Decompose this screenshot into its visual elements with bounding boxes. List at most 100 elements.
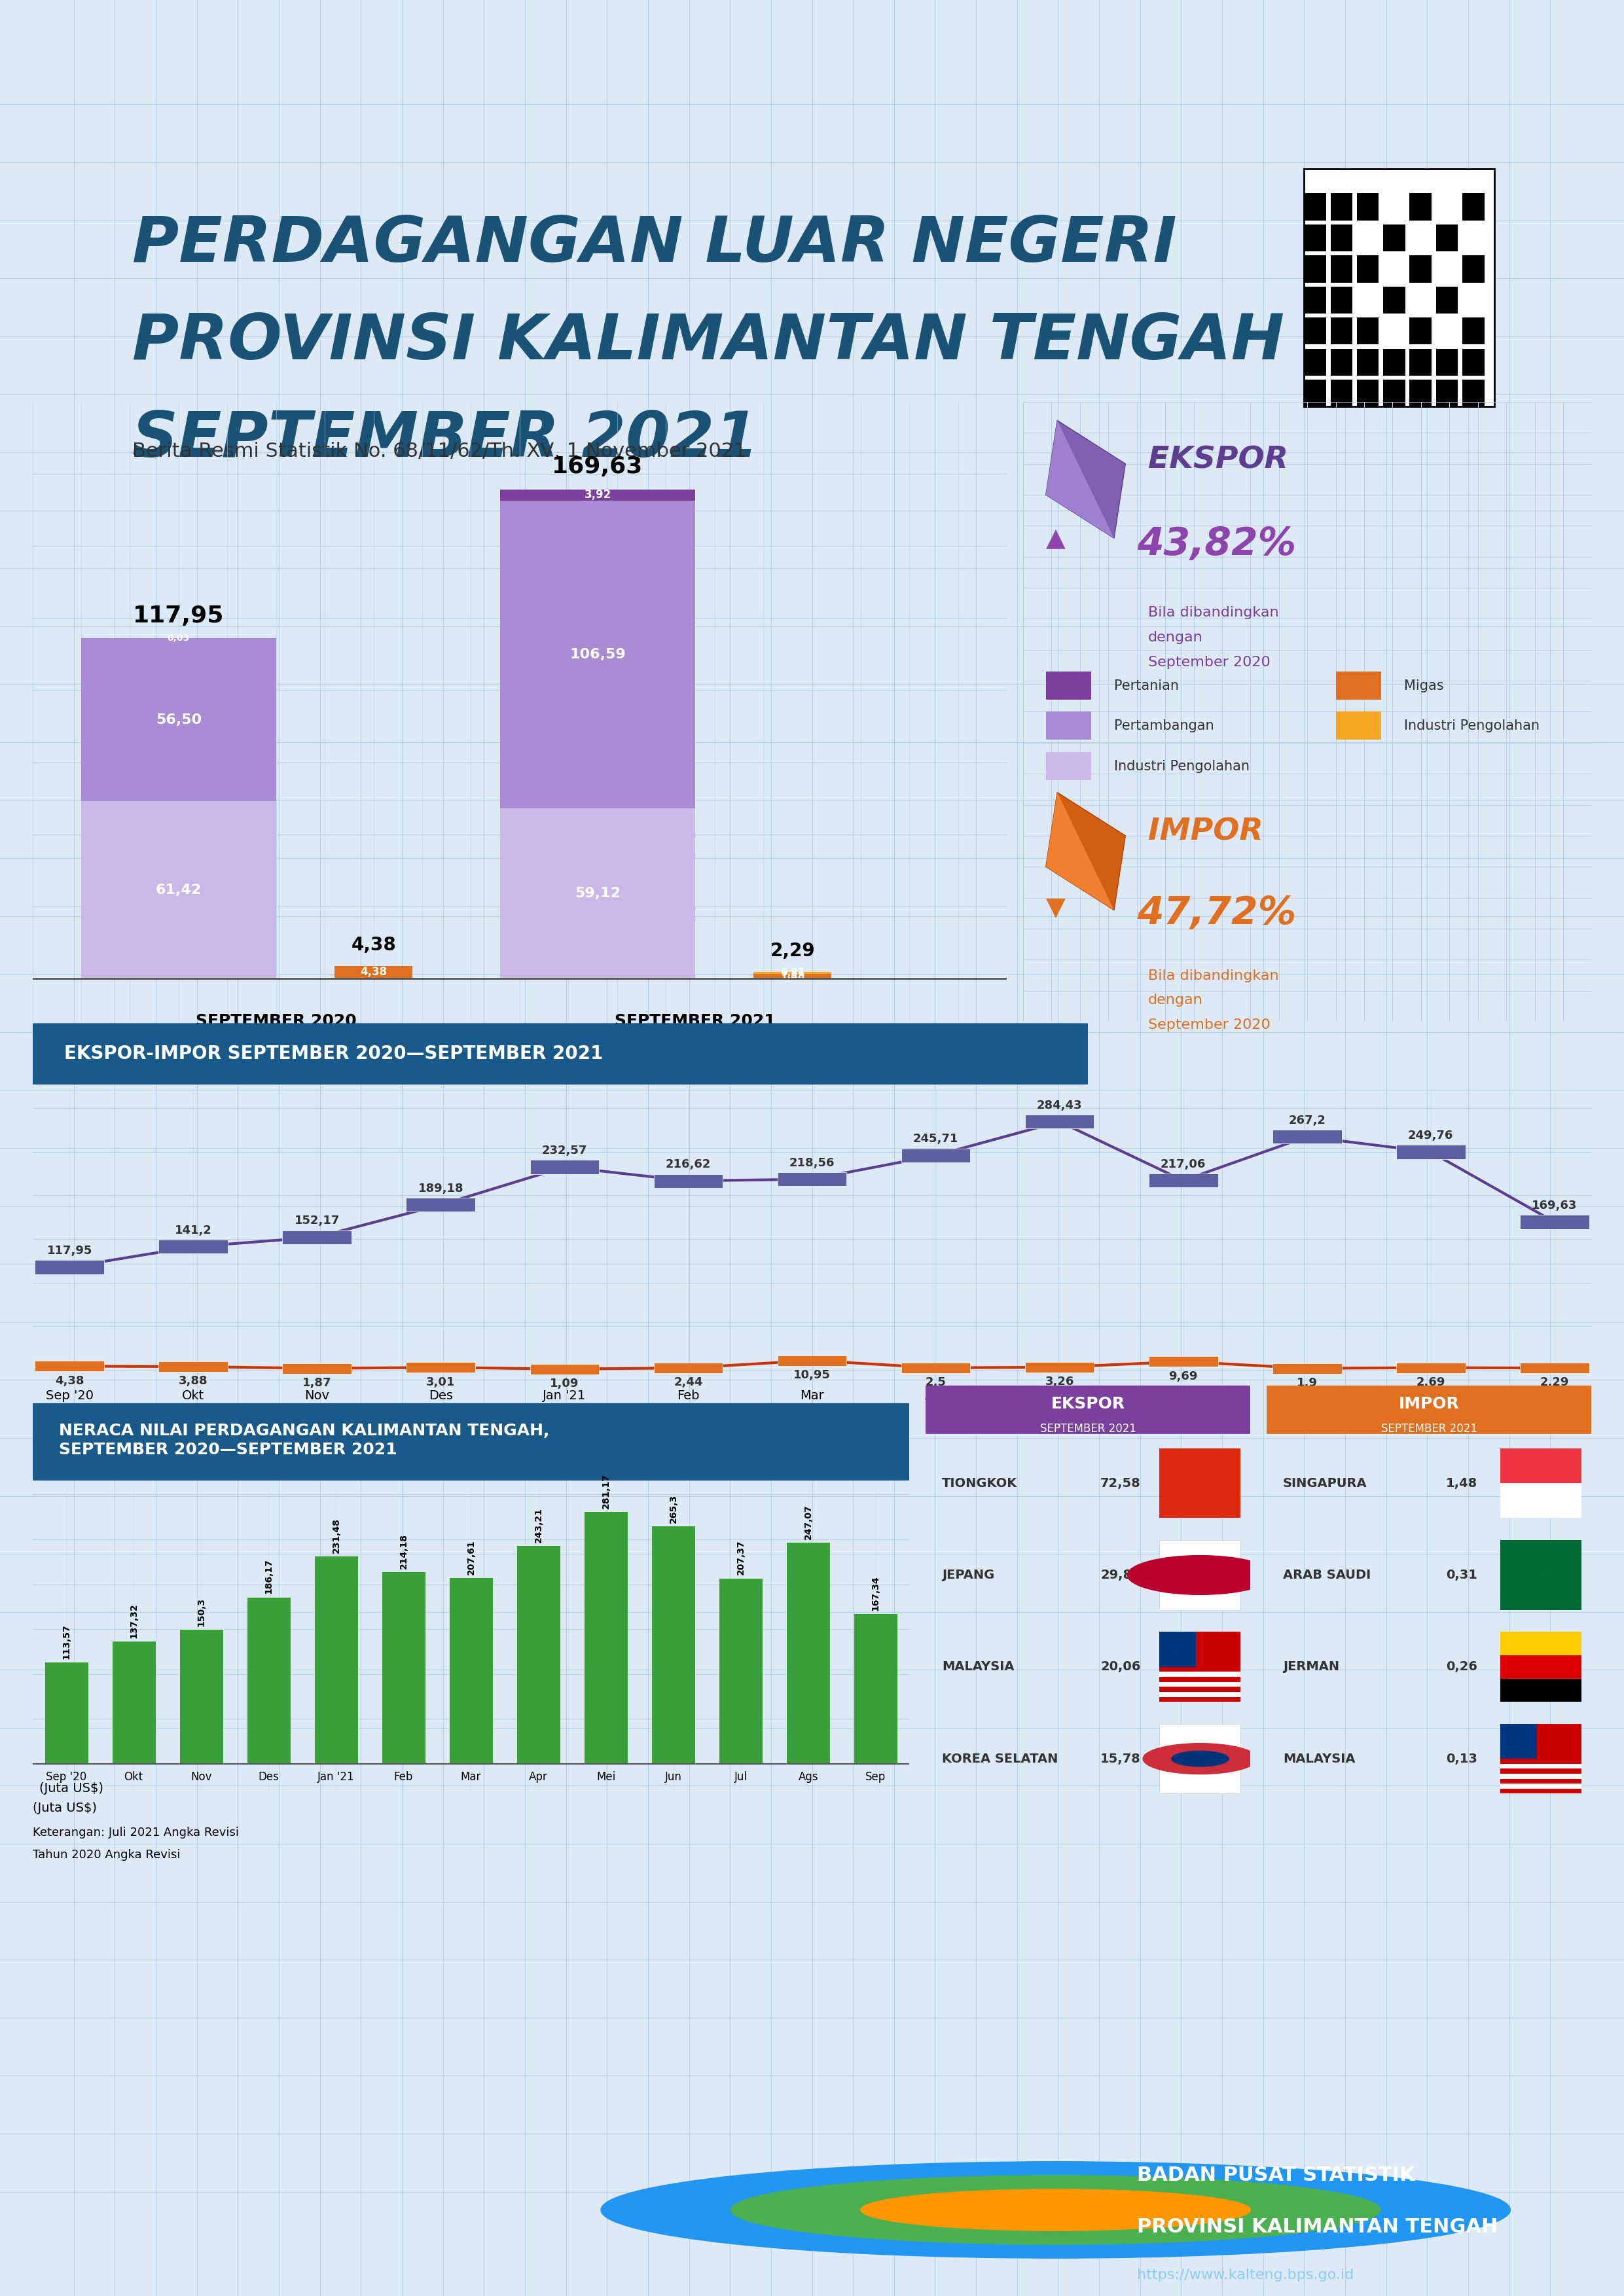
Bar xyxy=(1160,1724,1241,1793)
Text: 150,3: 150,3 xyxy=(197,1598,206,1626)
Bar xyxy=(81,638,276,801)
Text: 1,48: 1,48 xyxy=(1445,1476,1478,1490)
Text: Sep: Sep xyxy=(1543,1389,1567,1401)
Text: 207,37: 207,37 xyxy=(736,1541,745,1575)
Text: (Juta US$): (Juta US$) xyxy=(39,1782,104,1795)
Text: PROVINSI KALIMANTAN TENGAH: PROVINSI KALIMANTAN TENGAH xyxy=(1137,2218,1497,2236)
Bar xyxy=(283,1231,352,1244)
Text: Des: Des xyxy=(429,1389,453,1401)
Text: Tahun 2020 Angka Revisi: Tahun 2020 Angka Revisi xyxy=(32,1848,180,1862)
Text: https://www.kalteng.bps.go.id: https://www.kalteng.bps.go.id xyxy=(1137,2268,1354,2282)
Text: Jan '21: Jan '21 xyxy=(318,1770,354,1784)
Text: 216,62: 216,62 xyxy=(666,1159,711,1171)
Circle shape xyxy=(1127,1554,1273,1596)
Text: Apr: Apr xyxy=(529,1770,547,1784)
Bar xyxy=(1304,349,1327,377)
Bar xyxy=(1384,287,1405,315)
Bar xyxy=(1501,1655,1582,1678)
Text: EKSPOR: EKSPOR xyxy=(1148,445,1288,475)
Bar xyxy=(901,1362,971,1373)
Text: 249,76: 249,76 xyxy=(1408,1130,1453,1141)
Bar xyxy=(1501,1449,1582,1518)
Text: 186,17: 186,17 xyxy=(265,1559,273,1593)
Text: 106,59: 106,59 xyxy=(570,647,625,661)
Bar xyxy=(81,801,276,978)
Text: 217,06: 217,06 xyxy=(1161,1157,1207,1171)
Text: 0,81: 0,81 xyxy=(780,969,806,978)
Bar xyxy=(1272,1364,1341,1373)
Text: SINGAPURA: SINGAPURA xyxy=(1283,1476,1367,1490)
Text: 0,03: 0,03 xyxy=(167,634,190,643)
Bar xyxy=(786,1543,830,1763)
Text: ▼: ▼ xyxy=(1046,895,1065,918)
Text: 113,57: 113,57 xyxy=(62,1623,71,1660)
Text: Mei: Mei xyxy=(1047,1389,1070,1401)
Bar xyxy=(1410,379,1431,406)
Bar xyxy=(529,1159,599,1173)
Bar xyxy=(1160,1449,1241,1518)
Text: 169,63: 169,63 xyxy=(1531,1199,1577,1212)
Bar xyxy=(754,974,831,978)
Text: JEPANG: JEPANG xyxy=(942,1568,994,1582)
Bar xyxy=(1356,193,1379,220)
Text: IMPOR: IMPOR xyxy=(1148,817,1263,847)
Text: Migas: Migas xyxy=(1405,680,1444,693)
Bar xyxy=(1304,317,1327,344)
Bar xyxy=(1160,1632,1241,1701)
Text: 189,18: 189,18 xyxy=(417,1182,463,1194)
Text: Mei: Mei xyxy=(596,1770,615,1784)
FancyBboxPatch shape xyxy=(23,1024,1099,1084)
Text: Bila dibandingkan: Bila dibandingkan xyxy=(1148,606,1278,620)
Text: SEPTEMBER 2021: SEPTEMBER 2021 xyxy=(614,1013,776,1029)
Text: Mar: Mar xyxy=(461,1770,481,1784)
Text: 10,95: 10,95 xyxy=(794,1368,830,1380)
Text: SEPTEMBER 2021: SEPTEMBER 2021 xyxy=(1380,1424,1478,1435)
Polygon shape xyxy=(1046,792,1114,909)
Bar xyxy=(1501,1775,1582,1779)
Text: Mar: Mar xyxy=(801,1389,823,1401)
Bar xyxy=(778,1173,846,1187)
Text: EKSPOR-IMPOR SEPTEMBER 2020—SEPTEMBER 2021: EKSPOR-IMPOR SEPTEMBER 2020—SEPTEMBER 20… xyxy=(65,1045,603,1063)
Text: Sep '20: Sep '20 xyxy=(45,1389,94,1401)
Text: SEPTEMBER 2021: SEPTEMBER 2021 xyxy=(133,409,758,471)
Bar xyxy=(1501,1541,1582,1609)
Bar xyxy=(653,1173,723,1187)
Text: Keterangan: Juli 2021 Angka Revisi: Keterangan: Juli 2021 Angka Revisi xyxy=(32,1828,239,1839)
Text: 43,82%: 43,82% xyxy=(1137,526,1296,563)
Text: JERMAN: JERMAN xyxy=(1283,1660,1340,1674)
Text: 265,3: 265,3 xyxy=(669,1495,677,1522)
Text: PROVINSI KALIMANTAN TENGAH: PROVINSI KALIMANTAN TENGAH xyxy=(133,312,1285,372)
Text: 0,13: 0,13 xyxy=(1445,1752,1478,1766)
Text: 20,06: 20,06 xyxy=(1101,1660,1140,1674)
Text: SEPTEMBER 2020: SEPTEMBER 2020 xyxy=(195,1013,357,1029)
Text: 245,71: 245,71 xyxy=(913,1134,958,1146)
Bar xyxy=(247,1596,291,1763)
Bar xyxy=(1356,379,1379,406)
Bar xyxy=(1356,349,1379,377)
Text: 0,26: 0,26 xyxy=(1445,1660,1478,1674)
Bar xyxy=(1462,193,1484,220)
Text: 1,87: 1,87 xyxy=(302,1378,331,1389)
Bar xyxy=(500,808,695,978)
Bar xyxy=(1501,1483,1582,1518)
Text: 2,29: 2,29 xyxy=(770,941,815,960)
Polygon shape xyxy=(1046,792,1125,909)
Bar xyxy=(1384,379,1405,406)
Text: 3,92: 3,92 xyxy=(585,489,611,501)
Bar xyxy=(1462,349,1484,377)
Bar xyxy=(651,1525,695,1763)
Text: 2,5: 2,5 xyxy=(926,1378,947,1389)
Bar xyxy=(112,1642,156,1763)
Text: PERDAGANGAN LUAR NEGERI: PERDAGANGAN LUAR NEGERI xyxy=(133,214,1177,276)
Text: 1,09: 1,09 xyxy=(551,1378,580,1389)
Text: 214,18: 214,18 xyxy=(400,1534,408,1568)
Bar xyxy=(406,1362,476,1373)
FancyBboxPatch shape xyxy=(922,1387,1254,1433)
Text: 0,31: 0,31 xyxy=(1445,1568,1478,1582)
Bar xyxy=(36,1362,104,1371)
Bar xyxy=(1272,1130,1341,1143)
Bar xyxy=(406,1199,476,1212)
Text: Industri Pengolahan: Industri Pengolahan xyxy=(1405,719,1540,732)
Text: Pertambangan: Pertambangan xyxy=(1114,719,1215,732)
Circle shape xyxy=(731,2177,1380,2245)
